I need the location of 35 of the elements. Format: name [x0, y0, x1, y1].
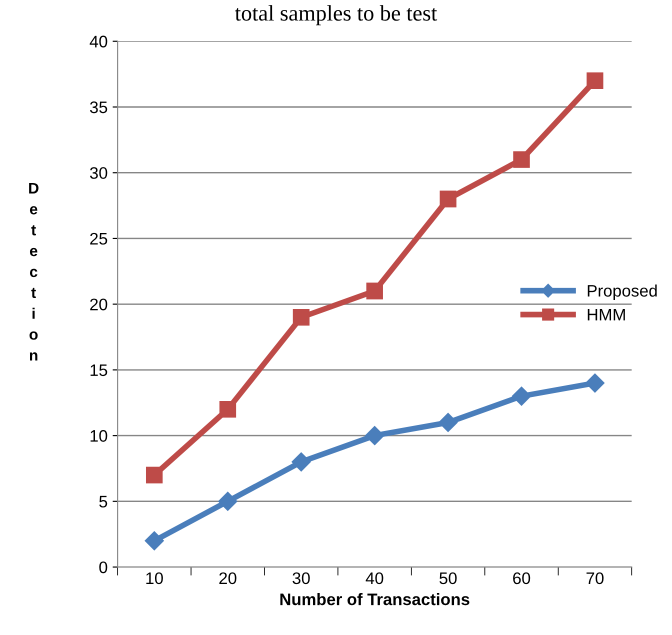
x-tick-label: 10 [146, 572, 163, 584]
point [513, 151, 530, 168]
point [586, 72, 604, 90]
point [292, 308, 310, 326]
legend-label: Proposed [588, 284, 657, 300]
y-tick-label: 40 [90, 36, 108, 48]
text: Detection [29, 182, 38, 361]
point [438, 412, 458, 432]
point [292, 452, 311, 472]
y-tick-label: 35 [90, 101, 108, 114]
point [219, 400, 236, 418]
point [585, 374, 604, 393]
x-tick-label: 40 [366, 572, 384, 584]
x-tick-label: 20 [219, 572, 236, 584]
y-tick-label: 10 [90, 430, 108, 442]
chart-title: total samples to be test [235, 5, 438, 26]
y-tick-label: 20 [90, 298, 108, 310]
point [366, 282, 383, 300]
y-tick-label: 5 [99, 496, 108, 508]
legend-label: HMM [588, 308, 625, 320]
x-tick-label: 60 [513, 572, 530, 584]
point [512, 386, 532, 406]
x-tick-label: 70 [586, 572, 604, 584]
point [365, 426, 384, 446]
y-tick-label: 0 [99, 561, 108, 574]
point [146, 466, 163, 484]
point [218, 492, 238, 511]
x-tick-label: 30 [292, 572, 310, 584]
point [144, 531, 164, 550]
point [440, 190, 456, 208]
x-tick-label: 50 [439, 572, 457, 584]
x-axis-title: Number of Transactions [280, 593, 470, 606]
y-tick-label: 30 [90, 167, 108, 179]
y-tick-label: 15 [90, 364, 108, 376]
y-tick-label: 25 [90, 232, 108, 245]
